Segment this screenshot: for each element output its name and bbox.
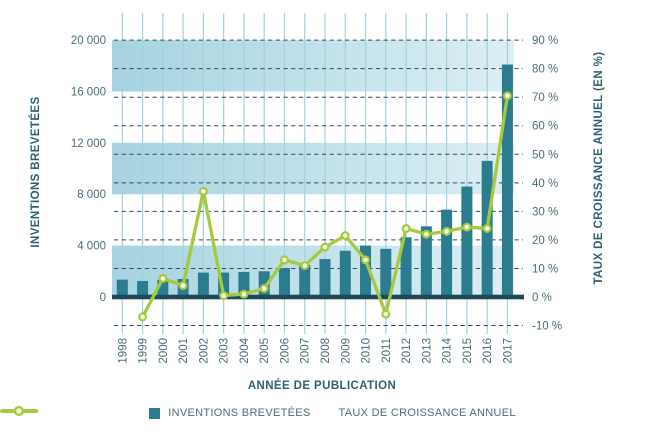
svg-text:-10 %: -10 % [532, 321, 562, 333]
bar-2010 [360, 245, 372, 299]
svg-text:8 000: 8 000 [77, 189, 106, 201]
svg-text:1998: 1998 [117, 338, 129, 364]
svg-text:2014: 2014 [442, 337, 454, 363]
svg-text:2007: 2007 [300, 338, 312, 364]
svg-text:2003: 2003 [219, 338, 231, 364]
bar-2003 [218, 272, 230, 299]
svg-text:4 000: 4 000 [77, 241, 106, 253]
svg-text:2012: 2012 [401, 338, 413, 364]
marker-2003 [219, 291, 229, 301]
bar-2007 [299, 264, 311, 299]
marker-2012 [401, 223, 411, 233]
bar-1999 [137, 280, 149, 299]
y-axis-title-left: INVENTIONS BREVETÉES [30, 96, 42, 248]
legend-bar-label: INVENTIONS BREVETÉES [168, 407, 311, 419]
svg-text:20 000: 20 000 [71, 35, 106, 47]
svg-text:2000: 2000 [158, 338, 170, 364]
svg-text:2016: 2016 [482, 338, 494, 364]
bar-2014 [441, 209, 453, 299]
bar-2008 [319, 259, 331, 299]
svg-text:2002: 2002 [198, 338, 210, 364]
svg-text:50 %: 50 % [532, 149, 558, 161]
marker-2005 [259, 283, 269, 293]
svg-text:80 %: 80 % [532, 64, 558, 76]
x-axis-title: ANNÉE DE PUBLICATION [247, 380, 397, 392]
marker-2001 [178, 281, 188, 291]
legend-item-bars: INVENTIONS BREVETÉES [149, 407, 310, 419]
growth-markers [138, 91, 512, 322]
bar-1998 [116, 279, 128, 299]
marker-2006 [279, 255, 289, 265]
bar-2009 [339, 250, 351, 299]
x-axis-baseline [112, 294, 524, 300]
legend: INVENTIONS BREVETÉES TAUX DE CROISSANCE … [0, 404, 665, 422]
svg-text:0 %: 0 % [532, 292, 552, 304]
marker-2009 [340, 231, 350, 241]
svg-text:30 %: 30 % [532, 206, 558, 218]
marker-2013 [421, 229, 431, 239]
bar-2011 [380, 248, 392, 299]
marker-1999 [138, 312, 148, 322]
bar-2002 [197, 272, 209, 299]
svg-text:2008: 2008 [320, 338, 332, 364]
legend-item-line: TAUX DE CROISSANCE ANNUEL [0, 405, 516, 419]
svg-text:2010: 2010 [361, 338, 373, 364]
marker-2004 [239, 289, 249, 299]
svg-text:2005: 2005 [259, 338, 271, 364]
marker-2008 [320, 242, 330, 252]
marker-2011 [381, 309, 391, 319]
svg-text:40 %: 40 % [532, 178, 558, 190]
svg-text:12 000: 12 000 [71, 138, 106, 150]
svg-text:60 %: 60 % [532, 121, 558, 133]
y-left-tick-labels: 0 4 000 8 000 12 000 16 000 20 000 [71, 35, 106, 304]
marker-2014 [442, 226, 452, 236]
line-swatch-icon [0, 405, 38, 417]
svg-text:2009: 2009 [340, 338, 352, 364]
bar-2013 [420, 226, 432, 299]
dashed-gridlines [114, 39, 523, 327]
marker-2007 [300, 261, 310, 271]
svg-text:2017: 2017 [502, 338, 514, 364]
svg-text:90 %: 90 % [532, 35, 558, 47]
svg-text:2006: 2006 [279, 338, 291, 364]
y-right-tick-labels: -10 % 0 % 10 % 20 % 30 % 40 % 50 % 60 % 70 % 80 %… [532, 35, 562, 332]
bar-swatch-icon [149, 407, 161, 419]
marker-2002 [198, 186, 208, 196]
bar-2015 [461, 186, 473, 299]
svg-text:1999: 1999 [138, 338, 150, 364]
marker-2000 [158, 273, 168, 283]
y-axis-title-right: TAUX DE CROISSANCE ANNUEL (EN %) [593, 51, 605, 285]
svg-text:2011: 2011 [381, 338, 393, 363]
marker-2010 [361, 255, 371, 265]
marker-2017 [502, 91, 512, 101]
bar-2006 [278, 268, 290, 299]
svg-text:2004: 2004 [239, 337, 251, 363]
svg-text:70 %: 70 % [532, 92, 558, 104]
marker-2016 [482, 223, 492, 233]
legend-line-label: TAUX DE CROISSANCE ANNUEL [338, 407, 516, 419]
svg-text:20 %: 20 % [532, 235, 558, 247]
svg-text:16 000: 16 000 [71, 86, 106, 98]
bar-2000 [157, 279, 169, 299]
bar-2017 [501, 64, 513, 300]
svg-text:2001: 2001 [178, 338, 190, 364]
bar-2012 [400, 237, 412, 299]
svg-text:10 %: 10 % [532, 263, 558, 275]
x-tick-labels: 1998 1999 2000 2001 2002 2003 2004 2005 2006 2007… [117, 337, 514, 363]
svg-text:0: 0 [100, 292, 106, 304]
marker-2015 [462, 222, 472, 232]
bar-2004 [238, 271, 250, 299]
svg-text:2015: 2015 [462, 338, 474, 364]
svg-text:2013: 2013 [421, 338, 433, 364]
